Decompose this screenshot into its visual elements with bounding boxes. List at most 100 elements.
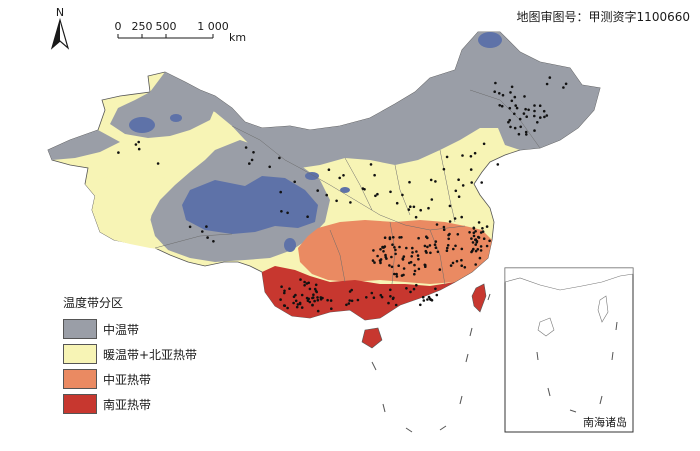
station-dot bbox=[283, 304, 287, 308]
station-dot bbox=[347, 302, 351, 305]
legend-swatch-south-subtropical bbox=[63, 394, 97, 414]
blue-spot-1 bbox=[170, 114, 182, 122]
station-dot bbox=[201, 230, 204, 233]
station-dot bbox=[311, 296, 315, 299]
station-dot bbox=[442, 225, 446, 229]
station-dot bbox=[349, 201, 352, 204]
station-dot bbox=[434, 180, 437, 183]
station-dot bbox=[460, 215, 464, 219]
station-dot bbox=[252, 151, 255, 154]
station-dot bbox=[474, 243, 478, 246]
station-dot bbox=[371, 259, 375, 262]
station-dot bbox=[137, 140, 140, 144]
station-dot bbox=[539, 116, 542, 119]
station-dot bbox=[350, 299, 354, 303]
station-dot bbox=[564, 82, 568, 86]
station-dot bbox=[525, 133, 528, 136]
station-dot bbox=[369, 163, 373, 166]
station-dot bbox=[524, 130, 528, 134]
station-dot bbox=[279, 298, 282, 301]
station-dot bbox=[268, 165, 272, 169]
station-dot bbox=[482, 142, 486, 146]
station-dot bbox=[402, 267, 406, 270]
station-dot bbox=[472, 234, 476, 238]
island-hainan bbox=[361, 327, 383, 349]
station-dot bbox=[446, 244, 450, 247]
province-boundaries bbox=[154, 89, 541, 286]
station-dot bbox=[381, 245, 384, 249]
station-dot bbox=[283, 291, 286, 295]
station-dot bbox=[429, 178, 433, 182]
station-dot bbox=[356, 298, 360, 302]
station-dot bbox=[248, 162, 251, 165]
legend-swatch-mid-temperate bbox=[63, 319, 97, 339]
station-dot bbox=[471, 241, 475, 244]
station-dot bbox=[412, 287, 416, 291]
station-dot bbox=[472, 227, 476, 230]
scale-tick-1000: 1 000 bbox=[197, 20, 229, 33]
station-dot bbox=[461, 154, 464, 157]
station-dot bbox=[286, 306, 289, 310]
station-dot bbox=[397, 264, 401, 268]
station-dot bbox=[212, 240, 215, 243]
station-dot bbox=[423, 244, 427, 248]
station-dot bbox=[485, 244, 489, 248]
station-dot bbox=[288, 287, 291, 291]
station-dot bbox=[430, 198, 434, 201]
station-dot bbox=[395, 272, 398, 276]
station-dot bbox=[395, 275, 399, 278]
station-dot bbox=[407, 208, 411, 211]
station-dot bbox=[292, 301, 295, 305]
station-dot bbox=[401, 193, 404, 197]
station-dot bbox=[330, 307, 333, 311]
station-dot bbox=[389, 295, 392, 298]
station-dot bbox=[345, 303, 348, 307]
station-dot bbox=[294, 293, 297, 297]
station-dot bbox=[325, 193, 329, 197]
station-dot bbox=[391, 243, 394, 246]
station-dot bbox=[475, 240, 479, 244]
station-dot bbox=[468, 231, 471, 234]
station-dot bbox=[533, 104, 536, 107]
station-dot bbox=[413, 269, 417, 273]
station-dot bbox=[480, 181, 484, 184]
station-dot bbox=[461, 184, 465, 187]
station-dot bbox=[134, 143, 138, 146]
station-dot bbox=[365, 296, 368, 299]
station-dot bbox=[415, 283, 418, 287]
station-dot bbox=[524, 107, 527, 111]
station-dot bbox=[382, 250, 385, 253]
station-dot bbox=[401, 257, 405, 261]
station-dot bbox=[283, 289, 286, 293]
station-dot bbox=[477, 235, 480, 239]
station-dot bbox=[389, 288, 392, 292]
station-dot bbox=[348, 299, 352, 302]
station-dot bbox=[374, 194, 377, 198]
station-dot bbox=[316, 298, 320, 302]
station-dot bbox=[533, 114, 536, 118]
station-dot bbox=[493, 90, 497, 93]
station-dot bbox=[500, 104, 504, 108]
scale-tick-0: 0 bbox=[115, 20, 122, 33]
station-dot bbox=[384, 253, 387, 257]
station-dot bbox=[482, 237, 486, 240]
station-dot bbox=[469, 155, 473, 158]
station-dot bbox=[455, 259, 459, 263]
station-dot bbox=[300, 306, 304, 309]
station-dot bbox=[373, 173, 376, 177]
legend-item-mid-subtropical: 中亚热带 bbox=[63, 368, 151, 390]
station-dot bbox=[280, 210, 283, 213]
legend-label-south-subtropical: 南亚热带 bbox=[103, 397, 152, 412]
station-dot bbox=[479, 249, 483, 252]
station-dot bbox=[393, 272, 396, 276]
station-dot bbox=[408, 261, 411, 265]
station-dot bbox=[510, 85, 514, 89]
station-dot bbox=[562, 86, 565, 89]
station-dot bbox=[522, 112, 526, 115]
station-dot bbox=[419, 303, 422, 307]
station-dot bbox=[435, 223, 439, 226]
station-dot bbox=[306, 299, 310, 303]
station-dot bbox=[470, 181, 474, 184]
station-dot bbox=[405, 287, 408, 290]
station-dot bbox=[543, 115, 546, 119]
